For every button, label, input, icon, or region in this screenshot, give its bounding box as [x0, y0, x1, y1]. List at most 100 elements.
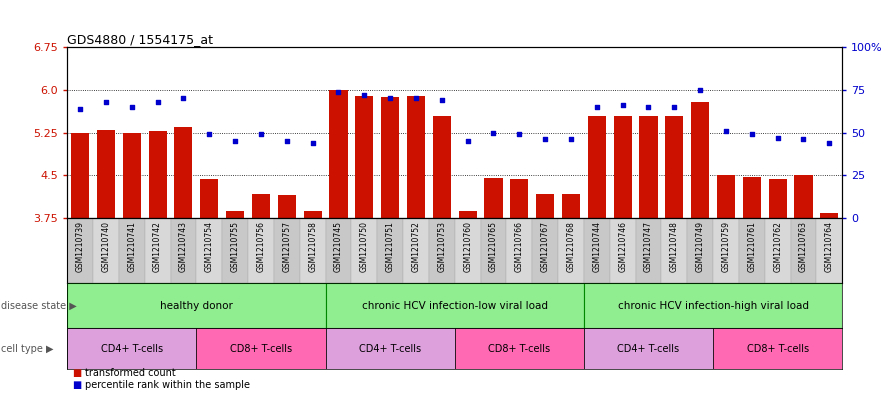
Text: GSM1210758: GSM1210758: [308, 221, 317, 272]
Bar: [459, 211, 477, 218]
Text: GSM1210757: GSM1210757: [282, 221, 291, 272]
Bar: [739, 218, 764, 283]
Point: [719, 128, 733, 134]
Bar: [123, 132, 141, 218]
Bar: [403, 218, 429, 283]
Text: GSM1210745: GSM1210745: [334, 221, 343, 272]
Text: cell type ▶: cell type ▶: [1, 344, 54, 354]
Bar: [640, 116, 658, 218]
Point: [73, 106, 87, 112]
Text: GSM1210747: GSM1210747: [644, 221, 653, 272]
Point: [332, 88, 346, 95]
Bar: [665, 116, 684, 218]
Point: [693, 87, 707, 93]
Bar: [584, 328, 713, 369]
Text: disease state ▶: disease state ▶: [1, 301, 77, 310]
Bar: [222, 218, 248, 283]
Text: ■: ■: [72, 380, 81, 390]
Point: [177, 95, 191, 101]
Bar: [278, 195, 296, 218]
Bar: [67, 328, 196, 369]
Text: ■: ■: [72, 368, 81, 378]
Text: GSM1210765: GSM1210765: [489, 221, 498, 272]
Bar: [196, 328, 325, 369]
Text: percentile rank within the sample: percentile rank within the sample: [85, 380, 250, 390]
Text: GSM1210746: GSM1210746: [618, 221, 627, 272]
Text: GSM1210762: GSM1210762: [773, 221, 782, 272]
Bar: [584, 283, 842, 328]
Text: CD8+ T-cells: CD8+ T-cells: [746, 344, 809, 354]
Text: GSM1210768: GSM1210768: [566, 221, 575, 272]
Text: GSM1210750: GSM1210750: [360, 221, 369, 272]
Bar: [795, 175, 813, 218]
Text: healthy donor: healthy donor: [159, 301, 233, 310]
Bar: [67, 283, 325, 328]
Bar: [687, 218, 713, 283]
Text: GSM1210753: GSM1210753: [437, 221, 446, 272]
Bar: [119, 218, 145, 283]
Text: GSM1210752: GSM1210752: [411, 221, 420, 272]
Text: GSM1210749: GSM1210749: [695, 221, 704, 272]
Text: GSM1210763: GSM1210763: [799, 221, 808, 272]
Bar: [713, 218, 739, 283]
Bar: [325, 283, 584, 328]
Bar: [429, 218, 454, 283]
Bar: [381, 97, 400, 218]
Point: [616, 102, 630, 108]
Text: CD4+ T-cells: CD4+ T-cells: [100, 344, 163, 354]
Text: GSM1210748: GSM1210748: [670, 221, 679, 272]
Point: [538, 136, 552, 143]
Point: [99, 99, 113, 105]
Point: [358, 92, 372, 98]
Bar: [614, 116, 632, 218]
Bar: [820, 213, 839, 218]
Point: [797, 136, 811, 143]
Point: [487, 129, 501, 136]
Point: [745, 131, 759, 138]
Text: GSM1210766: GSM1210766: [515, 221, 524, 272]
Bar: [562, 193, 580, 218]
Bar: [454, 328, 584, 369]
Bar: [67, 218, 93, 283]
Point: [306, 140, 320, 146]
Bar: [661, 218, 687, 283]
Text: GSM1210761: GSM1210761: [747, 221, 756, 272]
Bar: [532, 218, 558, 283]
Bar: [407, 95, 425, 218]
Point: [280, 138, 294, 144]
Point: [435, 97, 449, 103]
Text: chronic HCV infection-high viral load: chronic HCV infection-high viral load: [617, 301, 808, 310]
Bar: [97, 130, 115, 218]
Text: GSM1210767: GSM1210767: [540, 221, 549, 272]
Point: [461, 138, 475, 144]
Text: CD4+ T-cells: CD4+ T-cells: [617, 344, 679, 354]
Point: [228, 138, 242, 144]
Bar: [713, 328, 842, 369]
Text: CD4+ T-cells: CD4+ T-cells: [359, 344, 421, 354]
Text: chronic HCV infection-low viral load: chronic HCV infection-low viral load: [362, 301, 547, 310]
Bar: [325, 328, 454, 369]
Bar: [790, 218, 816, 283]
Bar: [454, 218, 480, 283]
Text: CD8+ T-cells: CD8+ T-cells: [488, 344, 550, 354]
Bar: [691, 103, 710, 218]
Bar: [377, 218, 403, 283]
Point: [383, 95, 397, 101]
Text: GSM1210743: GSM1210743: [179, 221, 188, 272]
Text: GDS4880 / 1554175_at: GDS4880 / 1554175_at: [67, 33, 213, 46]
Point: [202, 131, 217, 138]
Bar: [743, 177, 761, 218]
Bar: [351, 218, 377, 283]
Bar: [635, 218, 661, 283]
Bar: [325, 218, 351, 283]
Bar: [816, 218, 842, 283]
Bar: [584, 218, 609, 283]
Point: [409, 95, 423, 101]
Bar: [274, 218, 299, 283]
Bar: [248, 218, 274, 283]
Bar: [769, 179, 787, 218]
Bar: [196, 218, 222, 283]
Point: [823, 140, 837, 146]
Bar: [355, 95, 374, 218]
Bar: [588, 116, 606, 218]
